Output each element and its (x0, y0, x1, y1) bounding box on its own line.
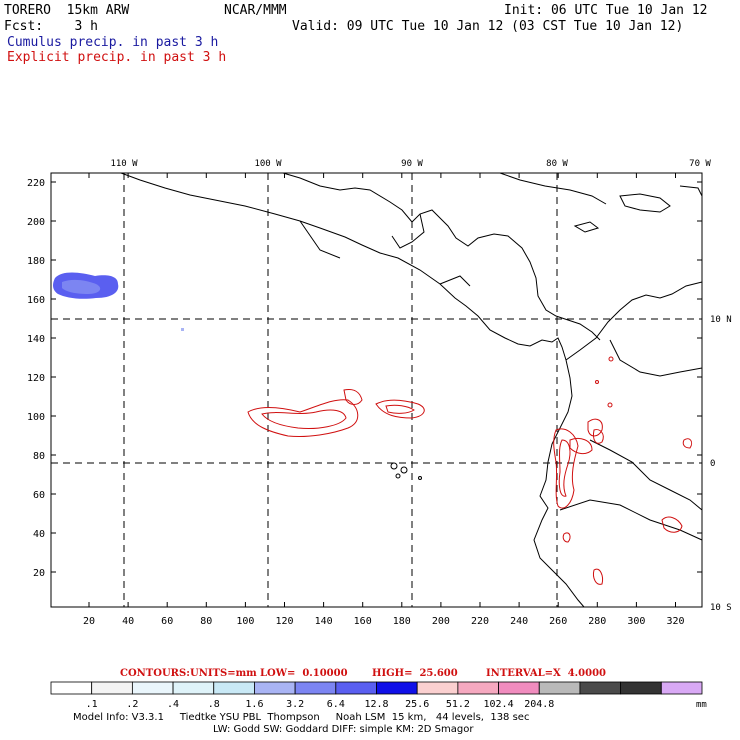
colorbar: .1.2.4.8 1.6 3.2 6.4 12.8 25.6 51.2 102.4 204.8 … (50, 681, 707, 710)
colorbar-swatch (620, 681, 662, 695)
x-tick-label: 300 (627, 616, 645, 627)
explicit-precip-contours (247, 356, 693, 585)
contour-low: LOW= 0.10000 (260, 668, 348, 679)
x-tick-label: 20 (83, 616, 95, 627)
colorbar-label: 12.8 (364, 699, 388, 710)
colorbar-unit: mm (696, 700, 707, 710)
x-tick-label: 280 (588, 616, 606, 627)
longitude-label: 80 W (546, 159, 568, 169)
colorbar-swatch (50, 681, 93, 695)
x-tick-label: 100 (236, 616, 254, 627)
x-tick-label: 200 (432, 616, 450, 627)
contour-label: CONTOURS: (120, 668, 190, 679)
colorbar-label: .4 (167, 699, 179, 710)
longitude-label: 90 W (401, 159, 423, 169)
colorbar-swatch (213, 681, 255, 695)
contour-units: UNITS=mm (190, 668, 257, 679)
x-tick-label: 80 (200, 616, 212, 627)
y-tick-label: 100 (27, 412, 45, 423)
map-frame (50, 172, 703, 608)
colorbar-swatch (376, 681, 418, 695)
colorbar-swatch (538, 681, 581, 695)
x-tick-label: 140 (315, 616, 333, 627)
latitude-label: 0 (710, 459, 715, 469)
model-info-line1: Model Info: V3.3.1 Tiedtke YSU PBL Thomp… (73, 712, 530, 723)
x-tick-label: 60 (161, 616, 173, 627)
contour-high: HIGH= 25.600 (372, 668, 458, 679)
y-tick-label: 80 (33, 451, 45, 462)
model-title: TORERO 15km ARW (4, 3, 130, 18)
longitude-label: 70 W (689, 159, 711, 169)
colorbar-label: 51.2 (446, 699, 470, 710)
colorbar-label: 3.2 (286, 699, 304, 710)
colorbar-swatch (91, 681, 133, 695)
x-tick-label: 260 (549, 616, 567, 627)
colorbar-label: 6.4 (327, 699, 345, 710)
y-tick-label: 180 (27, 256, 45, 267)
init-time: Init: 06 UTC Tue 10 Jan 12 (504, 3, 708, 18)
valid-time: Valid: 09 UTC Tue 10 Jan 12 (03 CST Tue … (292, 19, 684, 34)
colorbar-swatch (254, 681, 296, 695)
coastlines (120, 172, 703, 608)
colorbar-swatch (335, 681, 377, 695)
x-tick-label: 40 (122, 616, 134, 627)
x-tick-label: 180 (393, 616, 411, 627)
x-tick-label: 120 (275, 616, 293, 627)
y-tick-label: 60 (33, 490, 45, 501)
colorbar-label: .1 (86, 699, 98, 710)
x-tick-label: 160 (354, 616, 372, 627)
latitude-labels: 10 N 0 10 S (710, 315, 732, 613)
longitude-labels: 110 W 100 W 90 W 80 W 70 W (110, 159, 711, 169)
y-tick-label: 200 (27, 217, 45, 228)
colorbar-swatch (172, 681, 215, 695)
y-tick-label: 40 (33, 529, 45, 540)
y-tick-label: 140 (27, 334, 45, 345)
colorbar-label: 204.8 (524, 699, 554, 710)
longitude-label: 110 W (110, 159, 138, 169)
colorbar-label: 102.4 (484, 699, 514, 710)
colorbar-swatch (579, 681, 622, 695)
colorbar-swatch (457, 681, 499, 695)
colorbar-label: 1.6 (245, 699, 263, 710)
graticule (51, 173, 702, 607)
y-tick-label: 160 (27, 295, 45, 306)
longitude-label: 100 W (254, 159, 282, 169)
colorbar-label: .2 (126, 699, 138, 710)
forecast-hour: Fcst: 3 h (4, 19, 98, 34)
y-tick-label: 120 (27, 373, 45, 384)
field-cumulus-label: Cumulus precip. in past 3 h (7, 35, 219, 50)
colorbar-label: 25.6 (405, 699, 429, 710)
colorbar-label: .8 (208, 699, 220, 710)
x-axis-ticks: 20 40 60 80 100 120 140 160 180 200 220 240 260 280 30… (83, 173, 685, 627)
y-axis-ticks: 220 200 180 160 140 120 100 80 60 40 20 (27, 178, 702, 579)
x-tick-label: 240 (510, 616, 528, 627)
contour-interval: INTERVAL=X 4.0000 (486, 668, 606, 679)
colorbar-swatch (498, 681, 540, 695)
x-tick-label: 220 (471, 616, 489, 627)
cumulus-precip-area (53, 272, 184, 331)
field-explicit-label: Explicit precip. in past 3 h (7, 50, 227, 65)
colorbar-swatch (416, 681, 459, 695)
colorbar-swatch (660, 681, 703, 695)
latitude-label: 10 S (710, 603, 732, 613)
x-tick-label: 320 (666, 616, 684, 627)
y-tick-label: 20 (33, 568, 45, 579)
org-label: NCAR/MMM (224, 3, 287, 18)
latitude-label: 10 N (710, 315, 732, 325)
model-info-line2: LW: Godd SW: Goddard DIFF: simple KM: 2D… (213, 724, 474, 735)
colorbar-swatch (131, 681, 174, 695)
colorbar-swatch (294, 681, 337, 695)
y-tick-label: 220 (27, 178, 45, 189)
